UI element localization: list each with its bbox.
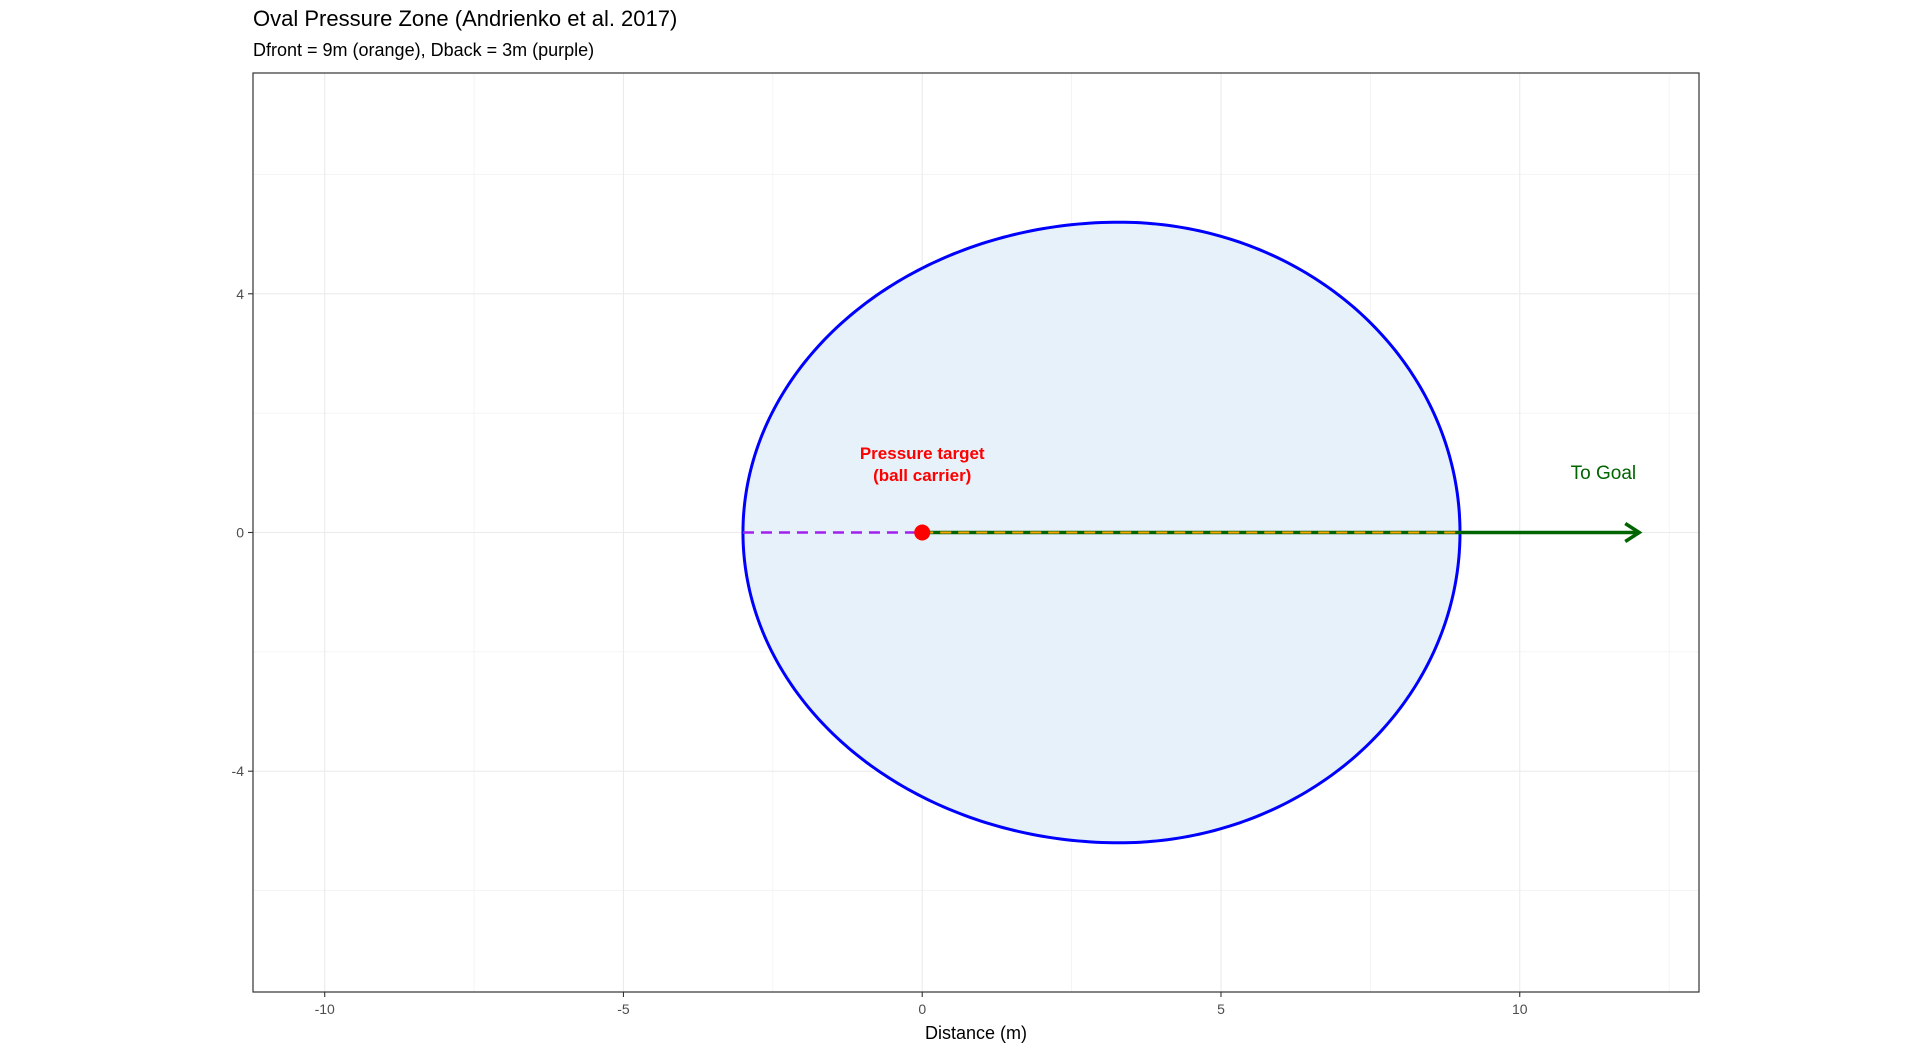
chart-title: Oval Pressure Zone (Andrienko et al. 201… [253,6,678,31]
target-point [914,524,931,541]
x-tick-label: 10 [1512,1001,1528,1017]
y-tick-label: 0 [236,525,244,541]
target-annotation-line-2: (ball carrier) [873,466,971,485]
goal-arrowhead [1624,522,1643,543]
x-axis: -10 -5 0 5 10 [315,992,1528,1017]
x-tick-label: 5 [1217,1001,1225,1017]
x-axis-title: Distance (m) [925,1023,1027,1043]
y-axis: -4 0 4 [232,286,253,779]
x-tick-label: -10 [315,1001,335,1017]
y-tick-label: -4 [232,763,245,779]
x-tick-label: 0 [918,1001,926,1017]
x-tick-label: -5 [617,1001,630,1017]
target-annotation-line-1: Pressure target [860,444,985,463]
goal-annotation: To Goal [1571,463,1636,484]
chart-subtitle: Dfront = 9m (orange), Dback = 3m (purple… [253,40,595,60]
y-tick-label: 4 [236,286,244,302]
